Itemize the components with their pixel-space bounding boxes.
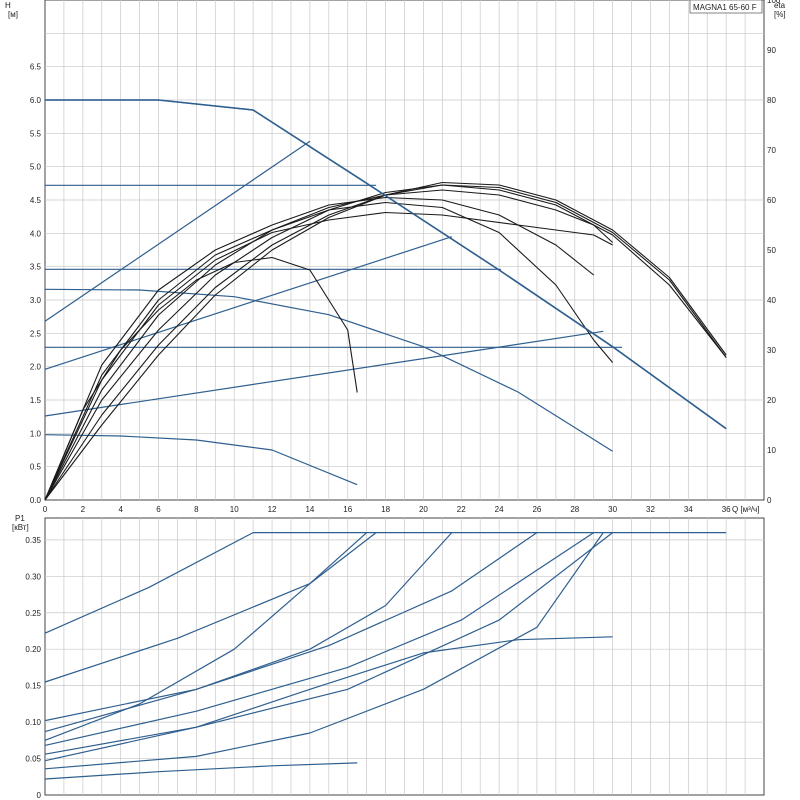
x-tick-label: 24 [495,505,504,514]
y-tick-label: 2.0 [30,363,42,372]
head-curve [44,288,613,452]
y-tick-label: 3.0 [30,296,42,305]
p1-axis-unit: [кВт] [12,523,29,532]
y-tick-label: 4.0 [30,229,42,238]
p1-tick-label: 0.35 [25,536,41,545]
x-tick-label: 4 [118,505,123,514]
x-tick-label: 12 [268,505,277,514]
power-curve [44,532,538,722]
y-tick-label: 1.0 [30,429,42,438]
efficiency-curve [44,211,613,501]
x-tick-label: 28 [570,505,579,514]
eta-tick-label: 10 [767,446,776,455]
x-tick-label: 10 [230,505,239,514]
eta-tick-label: 30 [767,346,776,355]
p1-tick-label: 0.05 [25,755,41,764]
x-tick-label: 2 [81,505,86,514]
eta-tick-label: 60 [767,196,776,205]
chart-title: MAGNA1 65-60 F [693,3,757,12]
eta-tick-label: 50 [767,246,776,255]
power-curve [44,636,613,762]
p1-tick-label: 0 [37,791,42,800]
y-tick-label: 6.5 [30,63,42,72]
y-tick-label: 4.5 [30,196,42,205]
y-tick-label: 6.0 [30,96,42,105]
x-tick-label: 34 [684,505,693,514]
title-box [689,0,763,14]
head-curve [44,140,311,322]
x-tick-label: 8 [194,505,199,514]
eta-tick-label: 100 [767,0,781,5]
power-curve [44,532,453,733]
power-curve [44,532,604,770]
x-tick-label: 18 [381,505,390,514]
head-curve [44,330,604,417]
eta-tick-label: 40 [767,296,776,305]
power-curve [44,532,368,741]
x-tick-label: 0 [43,505,48,514]
eta-tick-label: 70 [767,146,776,155]
eta-tick-label: 0 [767,496,772,505]
p1-tick-label: 0.25 [25,609,41,618]
y-axis-label: H [5,1,11,10]
power-curve [44,532,613,755]
x-tick-label: 6 [156,505,161,514]
power-curve [44,532,377,683]
eta-axis-label: eta [774,1,786,10]
efficiency-curve [44,184,727,501]
power-curve [44,762,358,780]
x-tick-label: 30 [608,505,617,514]
x-tick-label: 14 [305,505,314,514]
p1-tick-label: 0.20 [25,645,41,654]
eta-tick-label: 90 [767,46,776,55]
x-tick-label: 32 [646,505,655,514]
p1-tick-label: 0.15 [25,682,41,691]
head-curve-max [45,99,727,430]
eta-tick-label: 80 [767,96,776,105]
eta-tick-label: 20 [767,396,776,405]
y-tick-label: 3.5 [30,263,42,272]
y-tick-label: 2.5 [30,329,42,338]
power-curve [44,532,595,746]
x-tick-label: 22 [457,505,466,514]
head-curve [44,236,452,370]
p1-tick-label: 0.30 [25,572,41,581]
head-curve [44,434,358,486]
efficiency-curve [44,196,595,501]
y-tick-label: 5.0 [30,163,42,172]
y-tick-label: 1.5 [30,396,42,405]
power-curve [44,532,727,634]
x-tick-label: 16 [343,505,352,514]
y-tick-label: 0.0 [30,496,42,505]
p1-tick-label: 0.10 [25,718,41,727]
power-panel: 0 0.05 0.10 0.15 0.20 0.25 0.30 0.35 P1[кВт] [12,514,765,800]
p1-axis-label: P1 [15,514,25,523]
x-tick-label: 20 [419,505,428,514]
y-axis-unit: [м] [8,10,18,19]
head-efficiency-panel: 0 2 4 6 8 10 12 14 16 18 20 22 24 26 28 30 32 34 360.00.51… [5,0,786,514]
x-tick-label: 26 [532,505,541,514]
y-tick-label: 5.5 [30,129,42,138]
y-tick-label: 0.5 [30,463,42,472]
x-tick-label: 36 [722,505,731,514]
eta-axis-unit: [%] [774,10,786,19]
x-axis-label: Q [м³/ч] [732,505,759,514]
